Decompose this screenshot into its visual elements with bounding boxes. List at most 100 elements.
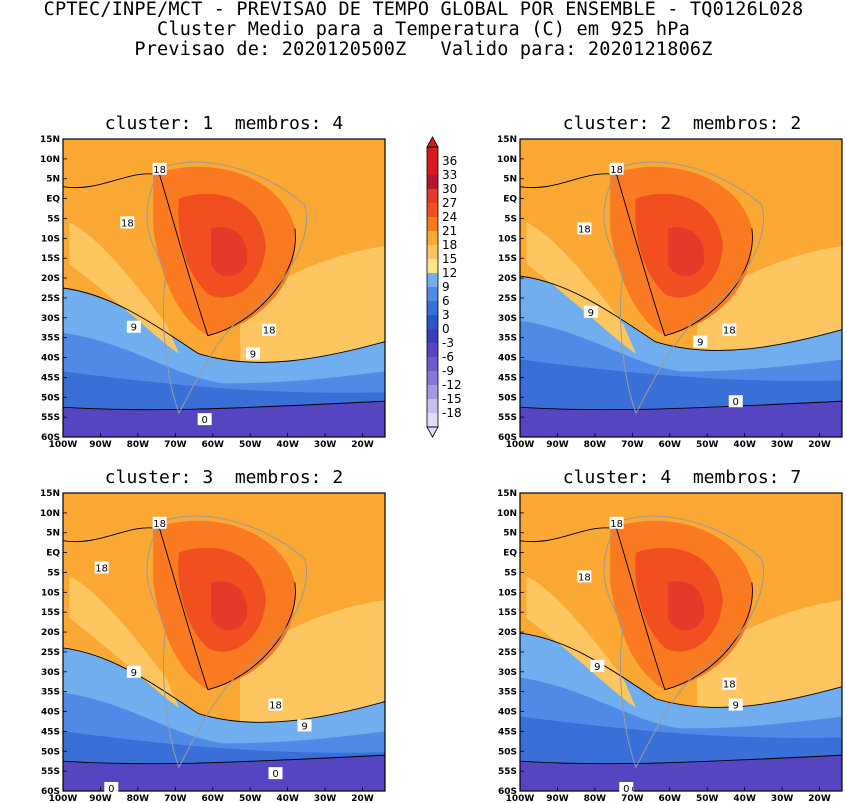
colorbar-swatch (427, 175, 438, 189)
panel-title-2: cluster: 2 membros: 2 (562, 113, 802, 134)
y-tick-label: 45S (498, 727, 517, 737)
colorbar-top-arrow (426, 136, 439, 148)
y-tick-label: 35S (498, 334, 517, 344)
figure-title: CPTEC/INPE/MCT - PREVISAO DE TEMPO GLOBA… (0, 0, 847, 60)
y-tick-label: 5N (46, 529, 60, 539)
y-tick-label: EQ (503, 195, 517, 205)
y-tick-label: 50S (498, 747, 517, 757)
svg-text:18: 18 (153, 519, 166, 530)
y-tick-label: 25S (498, 294, 517, 304)
colorbar-swatch (427, 147, 438, 161)
map-panel-3: 18 18 9 18 9 0 0 (62, 492, 386, 795)
svg-text:18: 18 (95, 564, 108, 575)
map-panel-1: 18 18 9 18 9 0 (62, 138, 386, 438)
y-tick-label: 15S (498, 608, 517, 618)
x-tick-label: 60W (202, 440, 225, 450)
x-tick-label: 30W (314, 440, 337, 450)
x-tick-label: 100W (506, 794, 535, 803)
contour-label: 18 (152, 516, 167, 530)
y-tick-label: 10N (40, 155, 60, 165)
y-tick-label: 15N (497, 489, 517, 499)
contour-label: 18 (94, 561, 109, 575)
panel-frame (519, 492, 843, 792)
svg-text:18: 18 (121, 218, 134, 229)
contour-label: 0 (728, 395, 743, 408)
y-tick-label: 30S (41, 314, 60, 324)
y-tick-label: 25S (41, 294, 60, 304)
contour-label: 18 (722, 677, 737, 691)
colorbar-label: 12 (442, 266, 457, 280)
y-tick-label: 20S (498, 628, 517, 638)
svg-text:9: 9 (131, 323, 137, 334)
y-tick-label: 5S (47, 568, 60, 578)
x-tick-label: 40W (276, 440, 299, 450)
contour-label: 18 (262, 323, 277, 337)
panel-frame (62, 492, 386, 792)
colorbar-swatch (427, 161, 438, 175)
svg-text:9: 9 (301, 721, 307, 732)
colorbar-label: -3 (442, 336, 454, 350)
x-tick-label: 100W (49, 440, 78, 450)
y-tick-label: 10N (497, 509, 517, 519)
colorbar-label: 3 (442, 308, 450, 322)
y-tick-label: 5N (503, 529, 517, 539)
panel-frame (62, 138, 386, 438)
title-line-1: CPTEC/INPE/MCT - PREVISAO DE TEMPO GLOBA… (43, 0, 804, 20)
y-tick-label: 55S (498, 767, 517, 777)
y-tick-label: 15N (497, 135, 517, 145)
panel-frame (519, 138, 843, 438)
colorbar-label: 18 (442, 238, 457, 252)
x-tick-label: 40W (733, 794, 756, 803)
y-tick-label: 15N (40, 135, 60, 145)
x-tick-label: 90W (546, 440, 569, 450)
y-tick-label: 10N (40, 509, 60, 519)
y-tick-label: 55S (41, 767, 60, 777)
x-tick-label: 20W (351, 440, 374, 450)
y-tick-label: 15S (41, 608, 60, 618)
colorbar-label: 6 (442, 294, 450, 308)
x-tick-label: 30W (771, 794, 794, 803)
svg-text:9: 9 (594, 662, 600, 673)
svg-text:18: 18 (723, 680, 736, 691)
x-tick-label: 80W (584, 794, 607, 803)
contour-label: 9 (126, 320, 141, 334)
y-tick-label: 15S (41, 254, 60, 264)
y-tick-label: 60S (498, 433, 517, 443)
colorbar-swatch (427, 399, 438, 413)
svg-text:0: 0 (733, 397, 739, 408)
contour-label: 9 (693, 335, 708, 349)
contour-label: 9 (126, 665, 141, 679)
colorbar-swatch (427, 217, 438, 231)
colorbar-swatch (427, 273, 438, 287)
x-tick-label: 60W (202, 794, 225, 803)
y-tick-label: 30S (498, 314, 517, 324)
y-tick-label: 45S (41, 727, 60, 737)
y-tick-label: 35S (41, 334, 60, 344)
panel-title-3: cluster: 3 membros: 2 (104, 467, 344, 488)
contour-label: 18 (152, 162, 167, 176)
x-tick-label: 80W (127, 794, 150, 803)
y-tick-label: 50S (41, 393, 60, 403)
colorbar-label: 21 (442, 224, 457, 238)
y-tick-label: 10S (41, 234, 60, 244)
colorbar-label: 30 (442, 182, 457, 196)
x-tick-label: 100W (49, 794, 78, 803)
svg-text:18: 18 (610, 165, 623, 176)
y-tick-label: EQ (46, 195, 60, 205)
colorbar-label: 27 (442, 196, 457, 210)
y-tick-label: 10S (498, 588, 517, 598)
contour-label: 18 (609, 516, 624, 530)
colorbar-swatch (427, 245, 438, 259)
colorbar-swatch (427, 329, 438, 343)
y-tick-label: 30S (41, 668, 60, 678)
x-tick-label: 90W (546, 794, 569, 803)
colorbar-label: -15 (442, 392, 462, 406)
contour-label: 18 (609, 162, 624, 176)
colorbar-label: 24 (442, 210, 457, 224)
y-tick-label: 50S (41, 747, 60, 757)
colorbar-bottom-arrow (426, 426, 439, 438)
svg-text:18: 18 (723, 326, 736, 337)
colorbar-swatch (427, 259, 438, 273)
